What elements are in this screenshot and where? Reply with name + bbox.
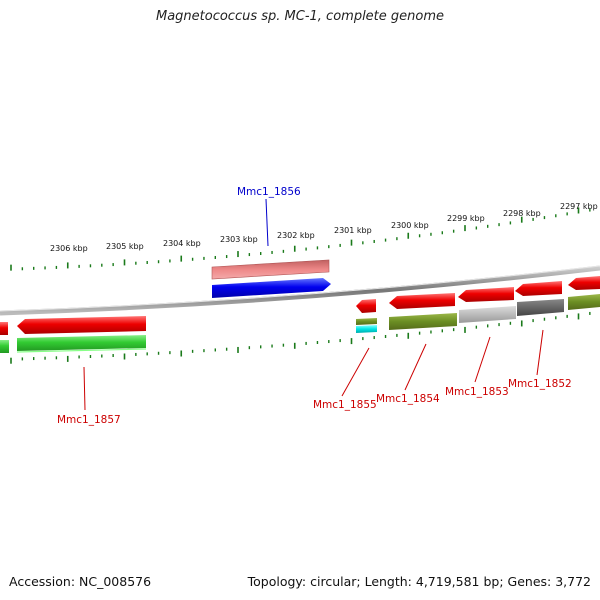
green-underline xyxy=(16,348,147,353)
leader-line-mmc1-1855 xyxy=(341,347,370,397)
gene-mmc1-1855[interactable] xyxy=(356,299,376,313)
ruler-label: 2300 kbp xyxy=(391,221,429,230)
gene-red-right-2[interactable] xyxy=(458,287,514,302)
gene-red-right-1[interactable] xyxy=(389,293,455,309)
gene-label-mmc1-1852[interactable]: Mmc1_1852 xyxy=(508,378,572,390)
gene-label-mmc1-1855[interactable]: Mmc1_1855 xyxy=(313,399,377,411)
olive-gene-bar[interactable] xyxy=(389,313,457,330)
backbone-highlight xyxy=(0,265,600,312)
ruler-label: 2306 kbp xyxy=(50,244,88,253)
leader-line-mmc1-1853 xyxy=(474,336,491,383)
ruler-label: 2301 kbp xyxy=(334,226,372,235)
leader-line-mmc1-1852 xyxy=(536,329,544,376)
gene-left-edge[interactable] xyxy=(0,322,8,335)
genome-summary-text: Topology: circular; Length: 4,719,581 bp… xyxy=(247,574,591,589)
accession-text: Accession: NC_008576 xyxy=(9,574,152,589)
gene-label-mmc1-1853[interactable]: Mmc1_1853 xyxy=(445,386,509,398)
gene-label-mmc1-1856[interactable]: Mmc1_1856 xyxy=(237,186,301,198)
cyan-band xyxy=(356,318,377,325)
olive-gene-bar-right[interactable] xyxy=(568,294,600,310)
gene-mmc1-1857[interactable] xyxy=(17,316,146,334)
grey-gene-bar[interactable] xyxy=(459,306,516,323)
ruler-label: 2302 kbp xyxy=(277,231,315,240)
dark-gene-bar[interactable] xyxy=(517,299,564,316)
gene-red-right-4[interactable] xyxy=(568,276,600,290)
gene-mmc1-1856-selected[interactable] xyxy=(212,278,331,298)
gene-green-left-edge[interactable] xyxy=(0,340,9,353)
gene-label-mmc1-1854[interactable]: Mmc1_1854 xyxy=(376,393,440,405)
inner-ruler xyxy=(10,311,591,364)
ruler-label: 2298 kbp xyxy=(503,209,541,218)
ruler-label: 2303 kbp xyxy=(220,235,258,244)
ruler-label: 2304 kbp xyxy=(163,239,201,248)
map-title: Magnetococcus sp. MC-1, complete genome xyxy=(155,9,445,24)
ruler-label: 2299 kbp xyxy=(447,214,485,223)
leader-line-mmc1-1856 xyxy=(265,198,269,247)
ruler-labels: 2306 kbp 2305 kbp 2304 kbp 2303 kbp 2302… xyxy=(50,202,598,253)
ruler-label: 2305 kbp xyxy=(106,242,144,251)
genome-backbone xyxy=(0,265,600,316)
cyan-band xyxy=(356,325,377,333)
pink-feature-band xyxy=(211,259,330,280)
ruler-label: 2297 kbp xyxy=(560,202,598,211)
leader-line-mmc1-1854 xyxy=(404,343,427,391)
outer-ruler xyxy=(10,207,591,271)
gene-green-left[interactable] xyxy=(17,335,146,351)
gene-label-mmc1-1857[interactable]: Mmc1_1857 xyxy=(57,414,121,426)
leader-line-mmc1-1857 xyxy=(83,366,86,411)
gene-red-right-3[interactable] xyxy=(515,281,562,296)
